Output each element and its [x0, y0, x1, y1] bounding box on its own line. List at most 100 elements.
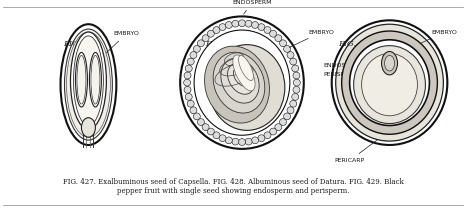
Point: [411, 114, 418, 117]
Point: [79, 43, 87, 47]
Point: [386, 120, 394, 123]
Point: [230, 77, 237, 81]
Point: [355, 89, 363, 92]
Point: [91, 87, 99, 90]
Point: [386, 82, 393, 86]
Point: [357, 74, 364, 78]
Ellipse shape: [292, 65, 299, 72]
Point: [392, 73, 399, 76]
Point: [103, 71, 110, 74]
Point: [241, 57, 248, 61]
Point: [199, 77, 206, 80]
Point: [358, 101, 365, 105]
Point: [381, 66, 389, 69]
Point: [249, 52, 256, 55]
Point: [272, 105, 280, 108]
Point: [363, 125, 370, 128]
Point: [389, 102, 396, 105]
Point: [281, 71, 288, 75]
Point: [225, 68, 233, 72]
Point: [96, 99, 104, 103]
Point: [266, 66, 274, 70]
Point: [235, 69, 242, 72]
Point: [88, 118, 95, 121]
Point: [254, 106, 261, 110]
Point: [257, 105, 265, 109]
Point: [250, 66, 257, 69]
Point: [381, 95, 388, 99]
Point: [392, 63, 400, 66]
Point: [230, 92, 237, 95]
Point: [385, 98, 392, 101]
Point: [218, 57, 226, 60]
Point: [371, 54, 378, 57]
Point: [212, 102, 219, 105]
Point: [104, 67, 111, 70]
Point: [363, 94, 371, 97]
Point: [402, 96, 409, 99]
Ellipse shape: [292, 93, 299, 100]
Point: [215, 76, 223, 79]
Point: [388, 61, 396, 64]
Point: [381, 125, 388, 128]
Point: [421, 52, 429, 56]
Point: [267, 61, 275, 64]
Point: [246, 108, 253, 111]
Point: [209, 85, 216, 88]
Point: [209, 79, 216, 82]
Point: [259, 60, 267, 63]
Point: [374, 93, 382, 96]
Point: [268, 88, 276, 91]
Point: [77, 79, 84, 82]
Point: [92, 59, 100, 62]
Point: [250, 123, 257, 127]
Point: [84, 61, 91, 64]
Point: [246, 54, 254, 57]
Point: [212, 77, 219, 80]
Point: [377, 71, 384, 74]
Point: [78, 103, 85, 106]
Point: [428, 64, 436, 67]
Point: [230, 97, 238, 100]
Point: [369, 95, 376, 99]
Point: [224, 79, 231, 82]
Point: [363, 92, 370, 96]
Point: [85, 39, 92, 43]
Point: [420, 79, 427, 83]
Point: [239, 61, 246, 65]
Point: [223, 72, 230, 75]
Point: [254, 68, 261, 71]
Point: [372, 93, 379, 96]
Point: [252, 51, 259, 55]
Point: [213, 76, 220, 79]
Point: [256, 123, 264, 126]
Point: [237, 98, 244, 101]
Point: [263, 96, 271, 99]
Point: [226, 96, 234, 100]
Point: [219, 111, 226, 115]
Point: [208, 108, 215, 111]
Point: [386, 108, 393, 111]
Point: [397, 90, 404, 93]
Point: [369, 86, 377, 90]
Ellipse shape: [290, 58, 297, 65]
Point: [394, 91, 402, 94]
Point: [245, 67, 252, 70]
Point: [202, 107, 210, 110]
Point: [197, 100, 205, 103]
Point: [371, 72, 378, 75]
Point: [363, 96, 370, 99]
Point: [381, 78, 388, 82]
Point: [431, 93, 439, 97]
Point: [219, 102, 227, 105]
Point: [242, 114, 249, 117]
Point: [402, 42, 409, 45]
Point: [360, 74, 368, 78]
Point: [400, 62, 407, 65]
Point: [206, 54, 213, 57]
Point: [261, 68, 268, 71]
Point: [246, 88, 253, 91]
Point: [229, 35, 237, 38]
Point: [402, 127, 410, 130]
Point: [231, 53, 238, 57]
